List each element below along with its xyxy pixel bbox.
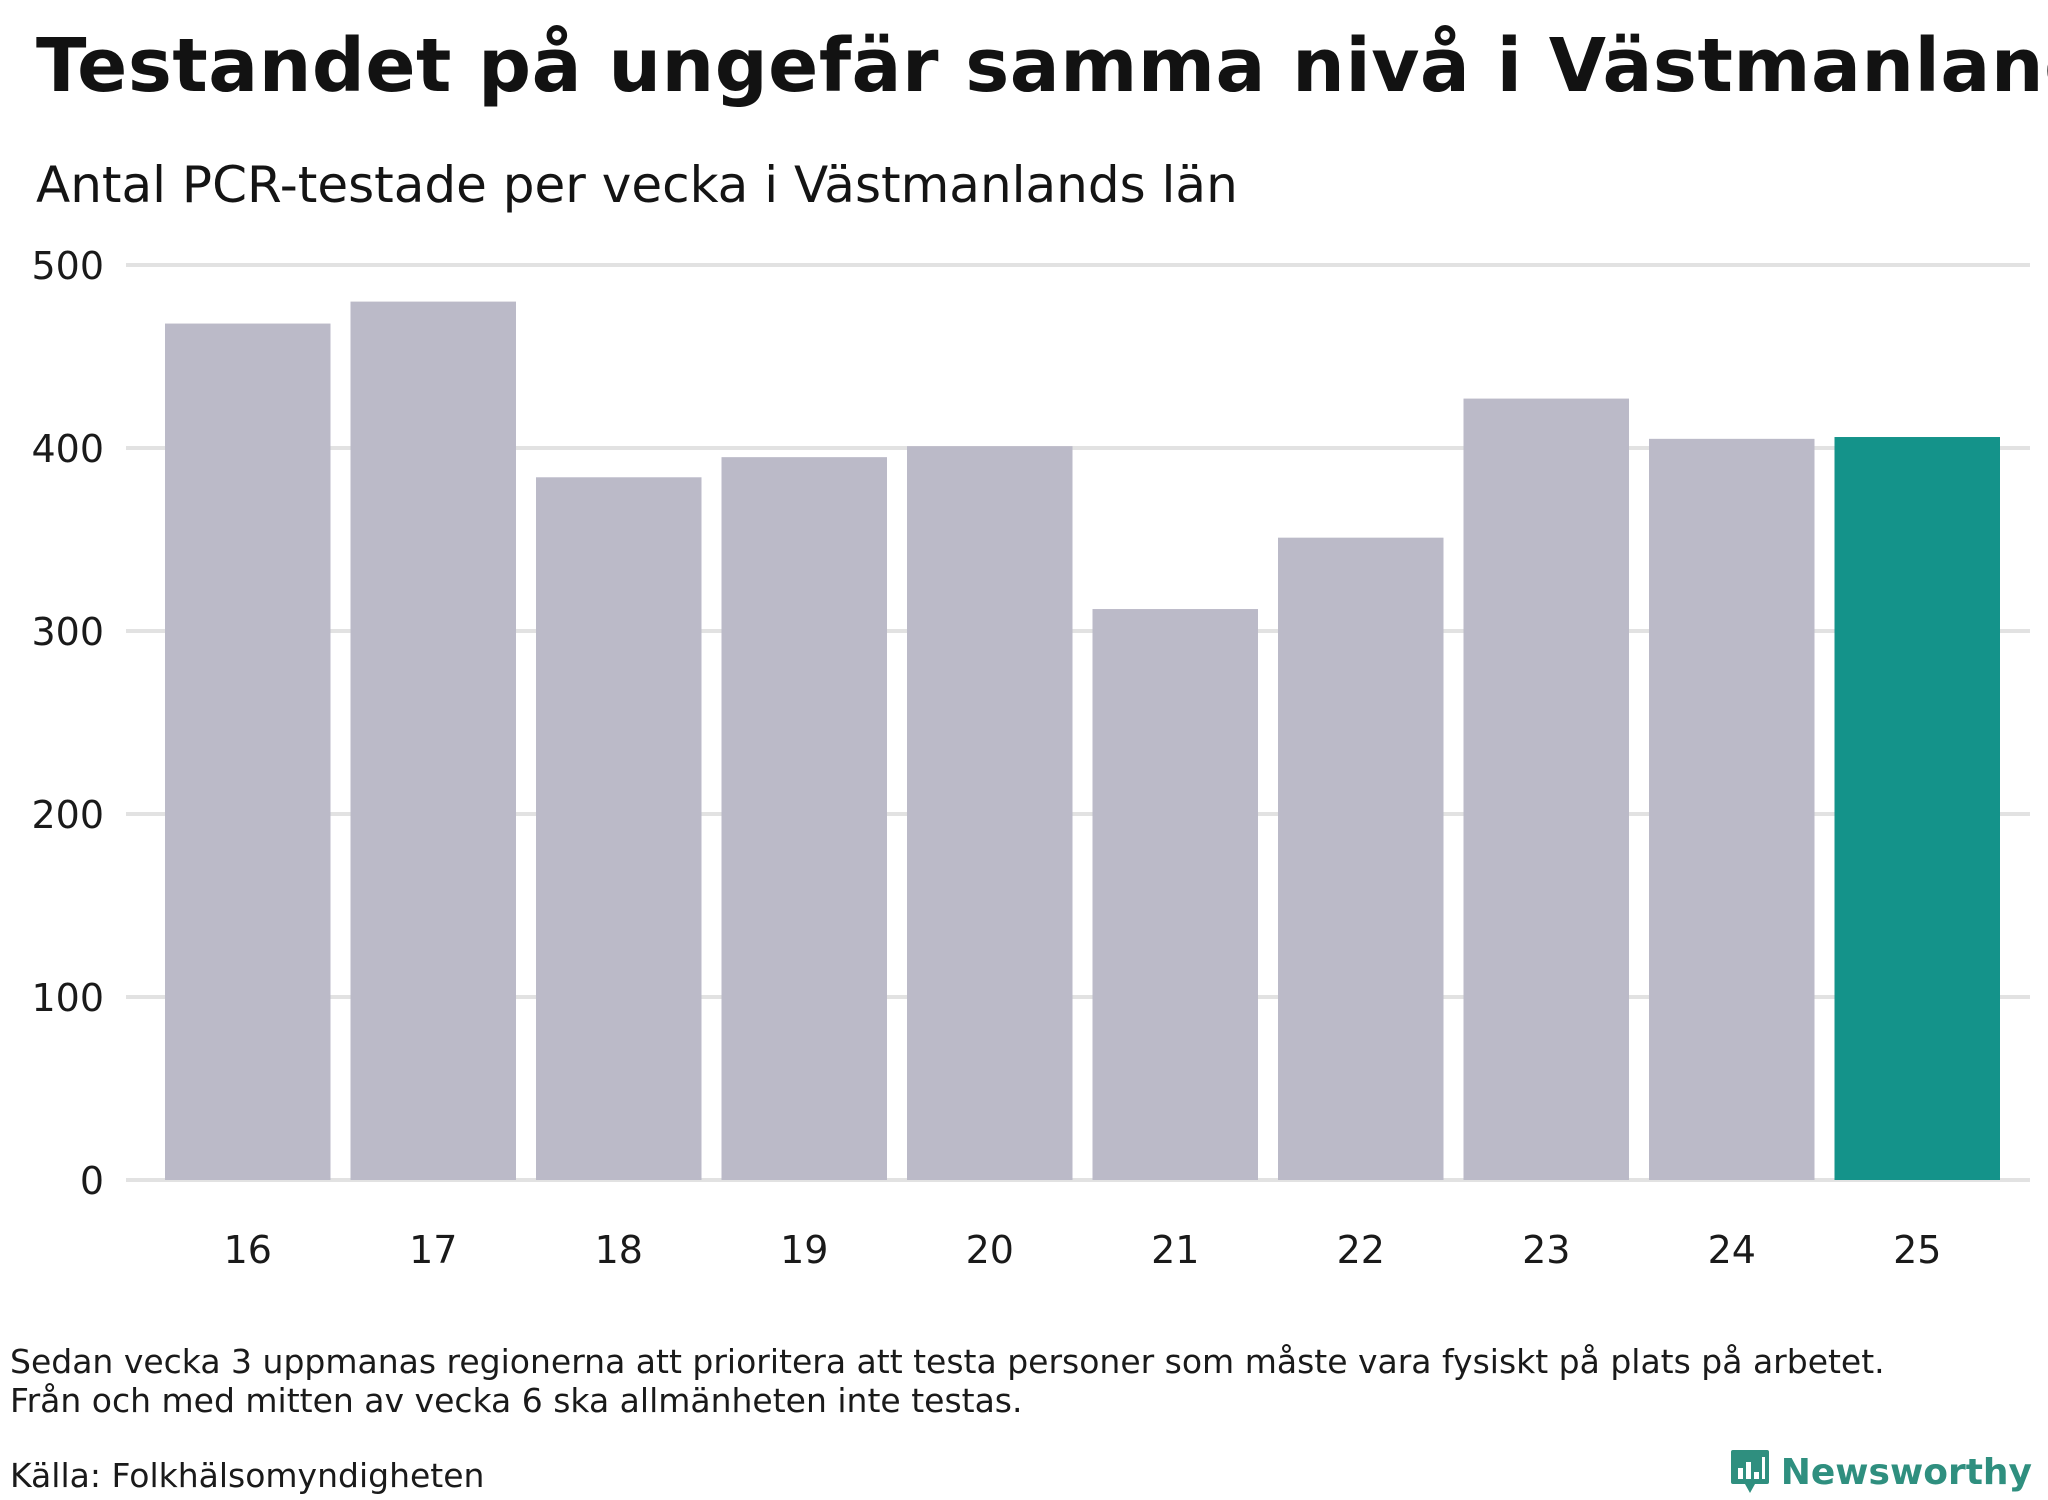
x-tick-label: 24 [1708,1228,1756,1272]
x-tick-label: 22 [1337,1228,1385,1272]
bars [165,301,2000,1181]
bar-week-23 [1463,398,1629,1181]
bar-week-19 [721,457,887,1180]
footnote-line-2: Från och med mitten av vecka 6 ska allmä… [10,1381,1023,1420]
y-tick-label: 300 [31,610,104,654]
bar-week-25 [1834,437,2000,1180]
bar-week-16 [165,323,331,1180]
x-tick-label: 16 [224,1228,272,1272]
bar-week-18 [536,477,702,1180]
bar-chart: 0 100 200 300 400 500 16 17 18 19 20 21 22 23 24 25 [31,244,2030,1272]
x-tick-label: 25 [1893,1228,1941,1272]
footnote: Sedan vecka 3 uppmanas regionerna att pr… [10,1342,1885,1420]
y-tick-label: 0 [80,1159,104,1203]
x-tick-label: 21 [1151,1228,1199,1272]
chart-title: Testandet på ungefär samma nivå i Västma… [36,23,2048,109]
y-tick-label: 400 [31,427,104,471]
bar-week-21 [1092,609,1258,1180]
chart-subtitle: Antal PCR-testade per vecka i Västmanlan… [36,156,1238,214]
newsworthy-logo-icon [1730,1450,1769,1493]
brand-logo: Newsworthy [1729,1448,2032,1496]
y-tick-label: 100 [31,976,104,1020]
x-axis-ticks: 16 17 18 19 20 21 22 23 24 25 [224,1228,1942,1272]
x-tick-label: 20 [966,1228,1014,1272]
bar-week-22 [1278,537,1444,1180]
bar-week-20 [907,446,1073,1180]
brand-name: Newsworthy [1780,1451,2032,1493]
y-tick-label: 500 [31,244,104,288]
x-tick-label: 19 [780,1228,828,1272]
bar-week-24 [1649,438,1815,1181]
y-axis-ticks: 0 100 200 300 400 500 [31,244,104,1203]
bar-week-17 [350,301,516,1181]
footnote-line-1: Sedan vecka 3 uppmanas regionerna att pr… [10,1342,1885,1381]
y-tick-label: 200 [31,793,104,837]
x-tick-label: 23 [1522,1228,1570,1272]
source-credit: Källa: Folkhälsomyndigheten [10,1456,485,1495]
x-tick-label: 18 [595,1228,643,1272]
x-tick-label: 17 [409,1228,457,1272]
